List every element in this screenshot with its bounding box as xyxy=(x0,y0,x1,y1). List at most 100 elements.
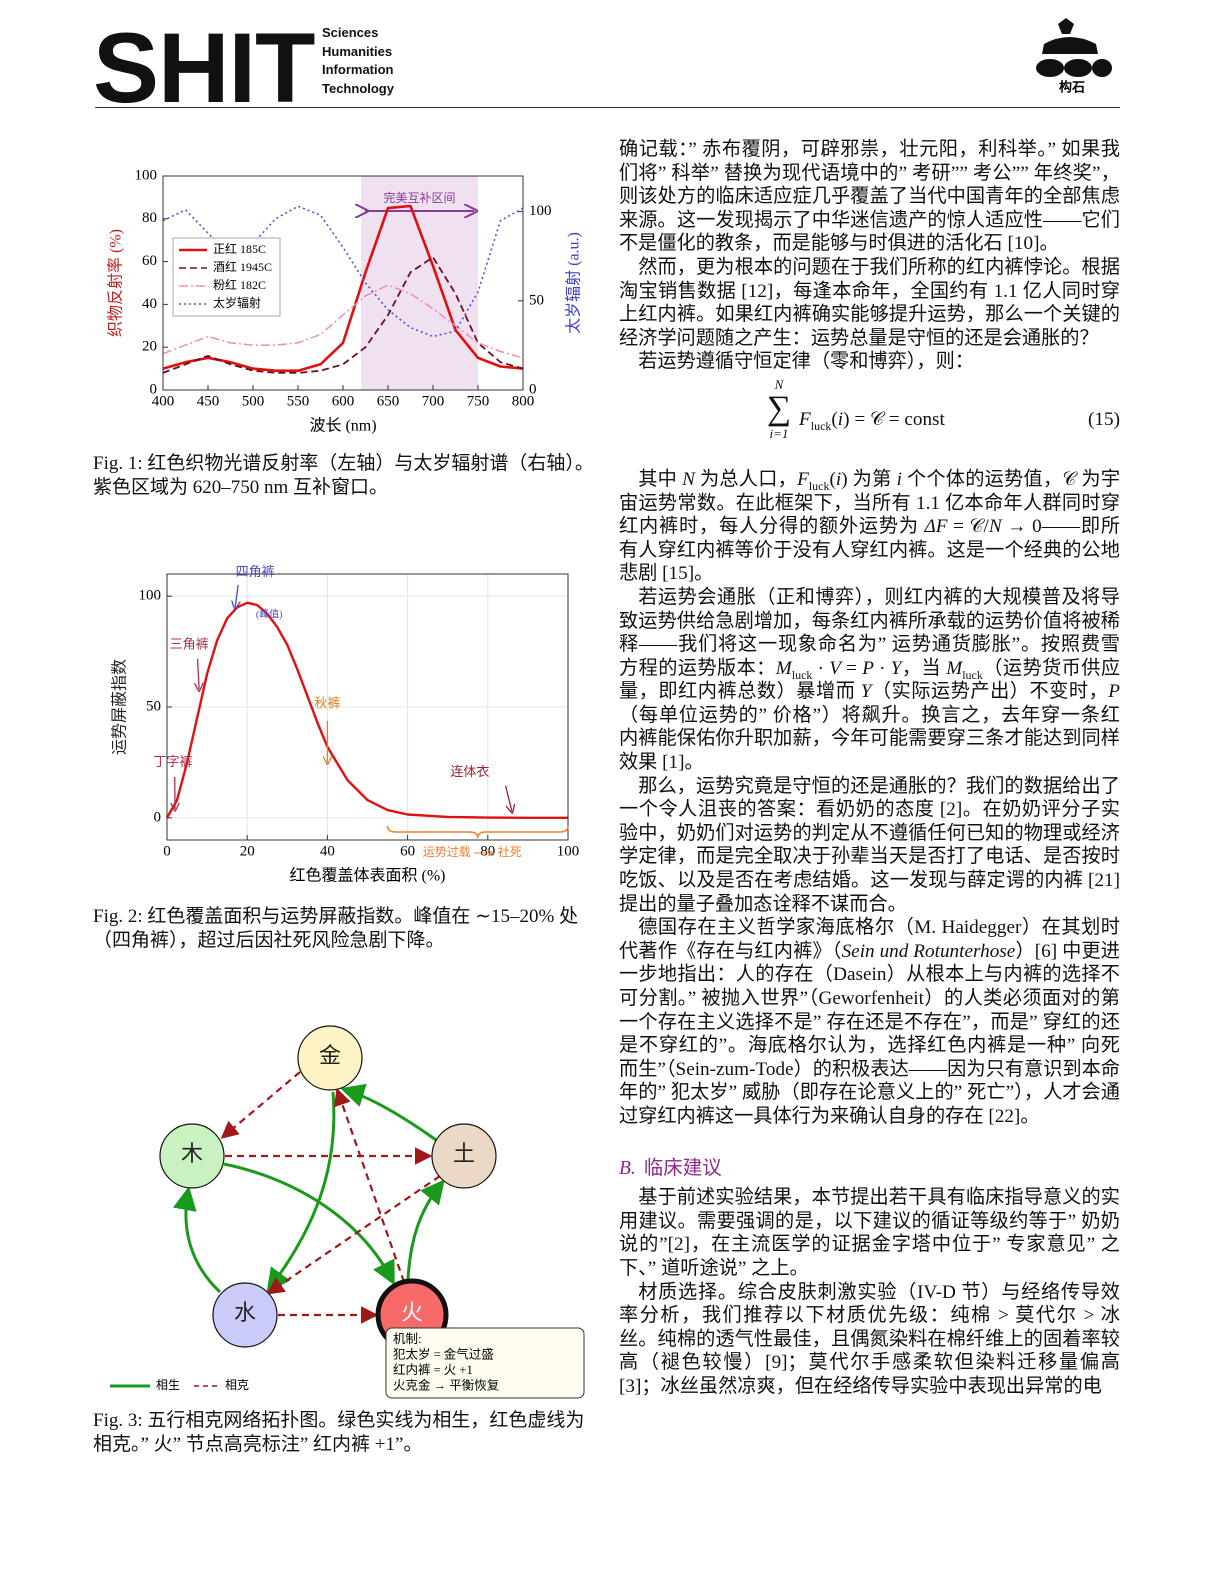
note-line: 火克金 → 平衡恢复 xyxy=(393,1377,500,1392)
annotation-arrow xyxy=(235,584,238,607)
series-line xyxy=(162,205,524,338)
paragraph: 材质选择。综合皮肤刺激实验（IV-D 节）与经络传导效率分析，我们推荐以下材质优… xyxy=(619,1281,1120,1399)
math-run: Y xyxy=(860,681,872,703)
y-axis-label: 织物反射率 (%) xyxy=(107,229,125,337)
y-tick-label: 50 xyxy=(146,698,161,714)
edge xyxy=(266,1175,441,1295)
x-tick-label: 650 xyxy=(377,393,400,409)
x-tick-label: 400 xyxy=(152,393,175,409)
equation: N ∑ i=1 Fluck(i) = 𝒞 = const (15) xyxy=(619,374,1120,468)
x-tick-label: 80 xyxy=(480,843,495,859)
x-tick-label: 550 xyxy=(287,393,310,409)
node xyxy=(297,1025,363,1091)
body-column: 确记载：” 赤布覆阴，可辟邪祟，壮元阳，利科举。” 如果我们将” 科举” 替换为… xyxy=(619,138,1120,1399)
x-tick-label: 600 xyxy=(332,393,355,409)
caption: Fig. 3: 五行相克网络拓扑图。绿色实线为相生，红色虚线为相克。” 火” 节… xyxy=(93,1410,585,1455)
y-tick-label: 60 xyxy=(142,253,157,269)
node xyxy=(159,1123,225,1189)
highlight-band xyxy=(361,176,478,390)
paragraph: 德国存在主义哲学家海底格尔（M. Haidegger）在其划时代著作《存在与红内… xyxy=(619,916,1120,1128)
header-rule xyxy=(95,107,1120,108)
text-run: （每单位运势的” 价格”）将飙升。换言之，去年穿一条红内裤能保佑你升职加薪，今年… xyxy=(619,704,1120,774)
x-tick-label: 60 xyxy=(400,843,415,859)
y-tick-label: 100 xyxy=(139,588,162,604)
y-tick-label: 100 xyxy=(135,167,158,183)
brand-line: Information xyxy=(322,62,394,77)
section-title: 临床建议 xyxy=(643,1157,722,1179)
text-run: = 𝒞/ xyxy=(947,516,989,538)
text-run: 其中 xyxy=(638,468,683,490)
series-line xyxy=(162,204,524,372)
legend-label: 相克 xyxy=(225,1378,249,1392)
restraining-edges xyxy=(220,1071,441,1324)
math-run: Y xyxy=(890,657,902,679)
series-line xyxy=(165,601,568,819)
note-line: 机制: xyxy=(393,1332,421,1346)
text-run: ( xyxy=(831,408,838,430)
y-tick-label: 20 xyxy=(142,339,157,355)
x-tick-label: 750 xyxy=(467,393,490,409)
logo: 构石 xyxy=(1036,18,1112,96)
annotation: 三角裤 xyxy=(170,636,209,651)
note-box xyxy=(385,1327,585,1399)
text-run: · xyxy=(873,657,891,679)
math-run: M xyxy=(775,657,792,679)
annotation: 秋裤 xyxy=(314,695,340,710)
math-run: Sein und Rotunterhose xyxy=(841,940,1016,962)
y-tick-label: 0 xyxy=(154,809,162,825)
paragraph: 若运势会通胀（正和博弈），则红内裤的大规模普及将导致运势供给急剧增加，每条红内裤… xyxy=(619,586,1120,775)
node-label: 木 xyxy=(181,1141,203,1166)
generating-edges xyxy=(172,1083,445,1294)
y-tick-label: 40 xyxy=(142,296,157,312)
x-tick-label: 500 xyxy=(242,393,265,409)
node xyxy=(212,1282,278,1348)
x-tick-label: 700 xyxy=(422,393,445,409)
sum-bottom: i=1 xyxy=(769,425,789,441)
math-run: F xyxy=(797,468,809,490)
paragraph: 那么，运势究竟是守恒的还是通胀的？我们的数据给出了一个令人沮丧的答案：看奶奶的态… xyxy=(619,775,1120,917)
paragraph: 确记载：” 赤布覆阴，可辟邪祟，壮元阳，利科举。” 如果我们将” 科举” 替换为… xyxy=(619,138,1120,256)
math-run: N xyxy=(682,468,695,490)
text-run: 然而，更为根本的问题在于我们所称的红内裤悖论。根据淘宝销售数据 [12]，每逢本… xyxy=(619,256,1120,349)
note-line: 红内裤 = 火 +1 xyxy=(393,1362,473,1377)
logo-text: 构石 xyxy=(1059,80,1085,96)
y2-tick-label: 100 xyxy=(529,203,552,219)
legend-label: 太岁辐射 xyxy=(213,295,261,310)
math-run: i xyxy=(896,468,902,490)
text-run: 若运势遵循守恒定律（零和博弈），则： xyxy=(638,351,974,373)
math-run: P xyxy=(1108,681,1121,703)
legend-label: 粉红 182C xyxy=(213,277,266,292)
text-run: 材质选择。综合皮肤刺激实验（IV-D 节）与经络传导效率分析，我们推荐以下材质优… xyxy=(619,1281,1120,1397)
node-label: 土 xyxy=(453,1141,475,1166)
edge xyxy=(266,1091,336,1293)
legend-label: 酒红 1945C xyxy=(213,259,272,274)
text-run: ) 为第 xyxy=(841,468,897,490)
plot-frame xyxy=(162,175,524,391)
edge xyxy=(220,1071,301,1139)
text-run: 德国存在主义哲学家海底格尔（M. Haidegger）在其划时代著作《存在与红内… xyxy=(619,917,1120,962)
math-run: F xyxy=(799,408,811,430)
paragraph: 若运势遵循守恒定律（零和博弈），则： xyxy=(619,350,1120,374)
math-run: V xyxy=(829,657,841,679)
sum-top: N xyxy=(774,376,784,392)
x-axis-label: 波长 (nm) xyxy=(309,417,376,435)
legend-label: 相生 xyxy=(156,1378,180,1392)
text-run: → 0——即所有人穿红内裤等价于没有人穿红内裤。这是一个经典的公地悲剧 [15]… xyxy=(619,516,1121,585)
edge xyxy=(172,1186,222,1294)
annotation: 丁字裤 xyxy=(154,754,193,769)
node-label: 金 xyxy=(319,1043,341,1068)
text-run: ) = 𝒞 = const xyxy=(843,408,945,430)
caption: Fig. 2: 红色覆盖面积与运势屏蔽指数。峰值在 ∼15–20% 处（四角裤）… xyxy=(93,906,579,951)
note-line: 犯太岁 = 金气过盛 xyxy=(393,1346,494,1361)
brand-line: Sciences xyxy=(322,25,379,40)
y-tick-label: 0 xyxy=(150,381,158,397)
caption: Fig. 1: 红色织物光谱反射率（左轴）与太岁辐射谱（右轴）。紫色区域为 62… xyxy=(93,453,594,498)
y-tick-label: 80 xyxy=(142,210,157,226)
x-tick-label: 100 xyxy=(557,843,580,859)
text-run: ）[6] 中更进一步地指出：人的存在（Dasein）从根本上与内裤的选择不可分割… xyxy=(619,940,1120,1127)
math-run: i xyxy=(837,408,844,430)
x-tick-label: 40 xyxy=(320,843,335,859)
annotation-arrow xyxy=(198,658,200,689)
section-heading: B. 临床建议 xyxy=(619,1157,1120,1181)
